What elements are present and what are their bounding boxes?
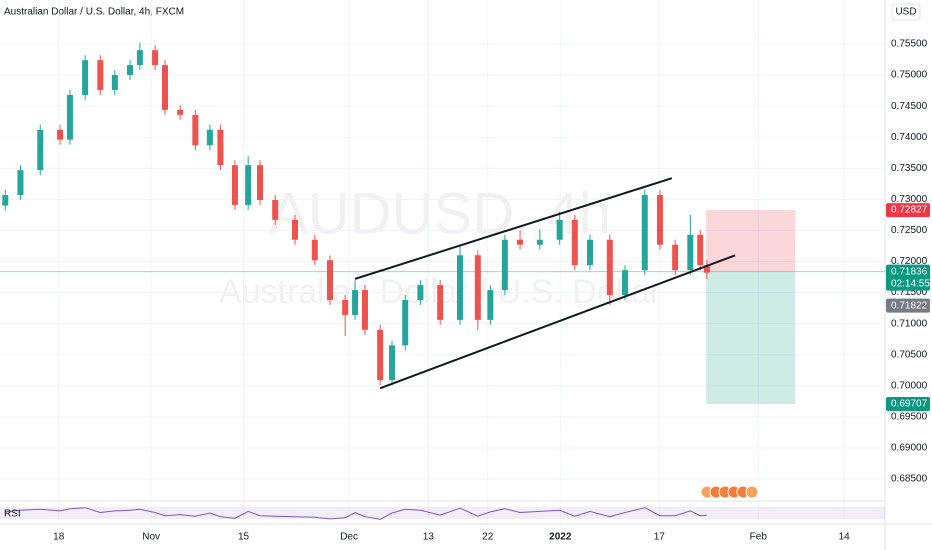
candle-body (456, 255, 463, 320)
y-tick-label: 0.70500 (891, 349, 928, 360)
x-tick-label: 17 (654, 532, 666, 543)
candle-body (536, 239, 543, 245)
stop-label: 0.72827 (891, 205, 928, 216)
candle-body (437, 285, 444, 320)
y-tick-label: 0.72000 (891, 256, 928, 267)
y-tick-label: 0.72500 (891, 225, 928, 236)
y-tick-label: 0.68500 (891, 474, 928, 485)
candle-body (517, 239, 524, 245)
candle-body (587, 239, 593, 266)
candle-body (621, 270, 628, 296)
price-marker-box (886, 298, 930, 313)
x-tick-label: 13 (423, 532, 435, 543)
y-tick-label: 0.75500 (891, 39, 928, 50)
x-tick-label: Nov (142, 532, 160, 543)
rsi-label: RSI (4, 509, 21, 520)
candle-body (17, 170, 24, 195)
candle-body (245, 165, 252, 205)
y-tick-label: 0.73500 (891, 163, 928, 174)
y-tick-label: 0.69500 (891, 411, 928, 422)
candle-body (111, 75, 118, 90)
candle-body (292, 219, 298, 240)
candle-body (556, 219, 563, 240)
candle-body (687, 234, 694, 271)
candle-body (474, 255, 481, 320)
candle-body (206, 129, 213, 146)
x-tick-label: 14 (839, 532, 851, 543)
candle-body (272, 199, 279, 220)
x-tick-label: Dec (340, 532, 358, 543)
candle-body (377, 329, 384, 381)
trendline (354, 177, 673, 280)
candle-body (57, 129, 64, 140)
symbol-watermark: AUDUSD, 4h (269, 181, 611, 246)
candle-body (656, 194, 663, 245)
candle-body (231, 165, 238, 205)
candle-body (417, 285, 424, 301)
target-zone (706, 271, 796, 404)
candle-body (342, 300, 349, 315)
candle-body (352, 290, 359, 315)
currency-box[interactable] (891, 3, 921, 21)
rsi-line (5, 507, 707, 520)
last-price-label-box (886, 264, 930, 291)
candle-body (571, 219, 578, 266)
candle-body (311, 239, 318, 261)
y-tick-label: 0.75000 (891, 70, 928, 81)
x-tick-label: 18 (53, 532, 65, 543)
rsi-band (0, 507, 885, 519)
last-price-label: 0.71836 (891, 266, 928, 277)
candle-body (697, 234, 704, 266)
candle-body (389, 345, 396, 381)
candle-body (192, 114, 199, 146)
stop-label-box (886, 203, 930, 218)
candle-body (487, 290, 494, 320)
y-tick-label: 0.74500 (891, 101, 928, 112)
event-icons[interactable] (700, 485, 759, 499)
y-tick-label: 0.73000 (891, 194, 928, 205)
candle-body (672, 244, 679, 271)
candle-body (97, 60, 104, 90)
y-tick-label: 0.69000 (891, 443, 928, 454)
y-tick-label: 0.71000 (891, 318, 928, 329)
candle-body (177, 109, 184, 115)
stop-zone (706, 210, 796, 272)
candle-body (606, 239, 613, 296)
price-marker-label: 0.71822 (891, 300, 928, 311)
candle-body (703, 265, 710, 273)
candle-body (217, 129, 224, 166)
candle-body (361, 290, 368, 330)
x-tick-label: 22 (482, 532, 494, 543)
currency-label[interactable]: USD (895, 7, 916, 18)
candle-body (641, 194, 648, 271)
x-tick-label: Feb (750, 532, 768, 543)
trendline (379, 254, 736, 390)
candle-body (2, 194, 9, 206)
candle-body (82, 60, 89, 95)
target-label-box (886, 396, 930, 411)
candle-body (127, 65, 134, 76)
candle-body (326, 260, 333, 301)
candle-body (136, 50, 143, 66)
candle-body (152, 50, 159, 66)
candle-body (257, 165, 264, 200)
chart-title: Australian Dollar / U.S. Dollar, 4h, FXC… (4, 7, 184, 18)
y-tick-label: 0.70000 (891, 380, 928, 391)
candle-body (161, 65, 168, 110)
y-tick-label: 0.74000 (891, 132, 928, 143)
candle-body (402, 300, 409, 346)
candle-body (501, 239, 508, 291)
candle-body (37, 129, 44, 171)
x-tick-label: 2022 (549, 532, 572, 543)
target-label: 0.69707 (891, 399, 928, 410)
countdown-label: 02:14:55 (891, 278, 930, 289)
x-tick-label: 15 (238, 532, 250, 543)
candle-body (66, 94, 73, 140)
y-tick-label: 0.71500 (891, 287, 928, 298)
